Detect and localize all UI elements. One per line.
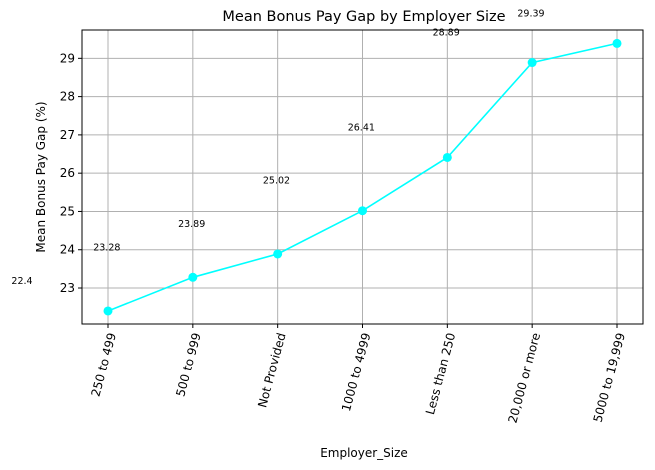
- y-tick-label: 29: [60, 51, 75, 65]
- x-tick-label: 1000 to 4999: [339, 331, 373, 413]
- data-point: [273, 249, 283, 259]
- data-labels: 22.4 23.28 23.89 25.02 26.41 28.89 29.39: [11, 8, 544, 287]
- y-tick-label: 26: [60, 166, 75, 180]
- data-label: 23.89: [178, 219, 205, 230]
- y-tick-label: 24: [60, 243, 75, 257]
- y-axis-label: Mean Bonus Pay Gap (%): [34, 101, 48, 252]
- data-label: 28.89: [433, 28, 460, 39]
- data-point: [527, 58, 537, 68]
- data-point: [103, 306, 113, 316]
- data-label: 23.28: [93, 242, 120, 253]
- x-axis-label: Employer_Size: [320, 446, 408, 460]
- axes: 250 to 499 500 to 999 Not Provided 1000 to …: [60, 29, 644, 425]
- data-point: [612, 38, 622, 48]
- plot-frame: [81, 29, 644, 325]
- y-tick-label: 23: [60, 281, 75, 295]
- series-line: [103, 38, 622, 316]
- data-label: 26.41: [348, 122, 375, 133]
- x-tick-label: Not Provided: [255, 331, 288, 409]
- x-tick-label: Less than 250: [423, 331, 458, 416]
- data-point: [358, 206, 367, 216]
- y-tick-label: 25: [60, 204, 75, 218]
- x-tick-label: 20,000 or more: [506, 331, 544, 424]
- data-label: 25.02: [263, 176, 290, 187]
- grid: [82, 30, 643, 324]
- data-label: 22.4: [11, 276, 32, 287]
- chart-title: Mean Bonus Pay Gap by Employer Size: [222, 9, 505, 25]
- data-point: [188, 272, 198, 282]
- x-tick-label: 250 to 499: [88, 331, 118, 398]
- y-tick-label: 27: [60, 128, 75, 142]
- x-tick-label: 500 to 999: [173, 331, 203, 398]
- y-tick-label: 28: [60, 90, 75, 104]
- data-label: 29.39: [517, 8, 544, 19]
- data-point: [442, 152, 452, 162]
- x-tick-label: 5000 to 19,999: [591, 331, 628, 424]
